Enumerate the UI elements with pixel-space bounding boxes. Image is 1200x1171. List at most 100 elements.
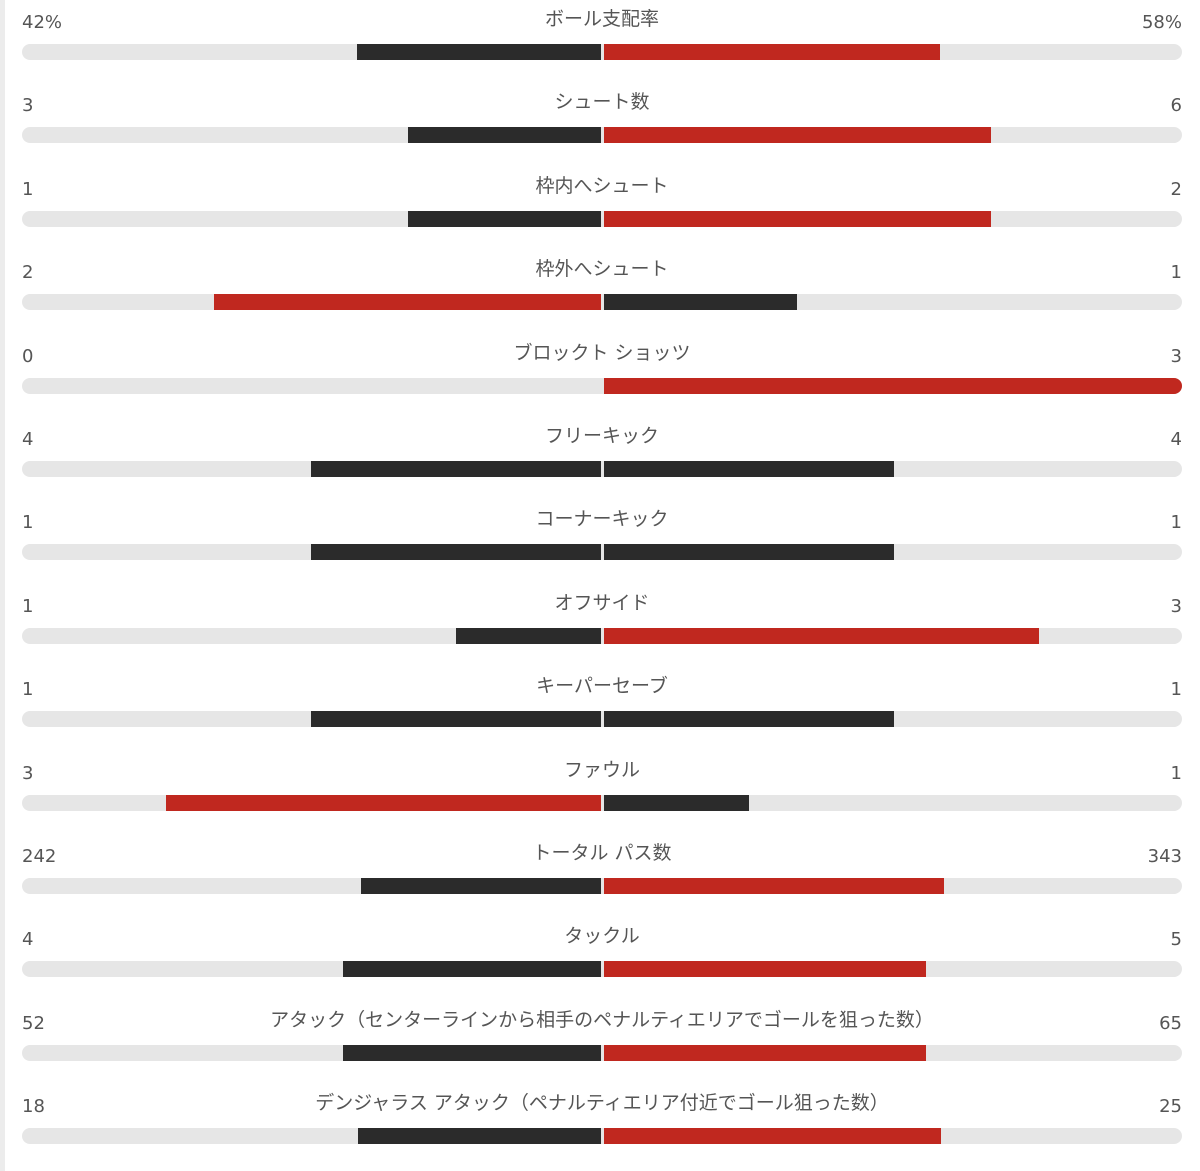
stat-label: ブロックト ショッツ bbox=[513, 341, 691, 364]
stat-label: 枠内へシュート bbox=[535, 174, 669, 197]
stat-label: デンジャラス アタック（ペナルティエリア付近でゴール狙った数） bbox=[315, 1092, 889, 1115]
away-bar bbox=[604, 377, 1182, 394]
home-bar bbox=[343, 1044, 601, 1061]
stat-row-possession: 42% ボール支配率 58% bbox=[22, 0, 1182, 83]
stat-header: 42% ボール支配率 58% bbox=[22, 6, 1182, 36]
stat-label: キーパーセーブ bbox=[536, 675, 668, 698]
away-value: 1 bbox=[1170, 512, 1182, 534]
stat-bar-track bbox=[22, 460, 1182, 477]
stat-header: 3 ファウル 1 bbox=[22, 757, 1182, 787]
away-bar bbox=[604, 1128, 941, 1145]
home-value: 4 bbox=[22, 428, 34, 450]
away-value: 58% bbox=[1141, 12, 1182, 33]
home-value: 3 bbox=[22, 95, 34, 117]
home-value: 2 bbox=[22, 262, 34, 284]
away-bar bbox=[604, 711, 894, 728]
stat-row-attacks: 52 アタック（センターラインから相手のペナルティエリアでゴールを狙った数） 6… bbox=[22, 1001, 1182, 1084]
stat-bar-track bbox=[22, 627, 1182, 644]
away-bar bbox=[604, 544, 894, 561]
away-value: 4 bbox=[1170, 428, 1182, 450]
home-value: 242 bbox=[22, 845, 57, 867]
stat-header: 3 シュート数 6 bbox=[22, 89, 1182, 119]
stat-row-free-kicks: 4 フリーキック 4 bbox=[22, 417, 1182, 500]
away-bar bbox=[604, 627, 1039, 644]
away-value: 1 bbox=[1170, 262, 1182, 284]
stat-header: 1 キーパーセーブ 1 bbox=[22, 673, 1182, 703]
stat-row-shots-on-target: 1 枠内へシュート 2 bbox=[22, 167, 1182, 250]
stat-bar-track bbox=[22, 877, 1182, 894]
stat-row-goalkeeper-saves: 1 キーパーセーブ 1 bbox=[22, 667, 1182, 750]
away-bar bbox=[604, 294, 798, 311]
stat-row-total-passes: 242 トータル パス数 343 bbox=[22, 834, 1182, 917]
away-bar bbox=[604, 794, 749, 811]
away-value: 2 bbox=[1170, 178, 1182, 200]
home-bar bbox=[456, 627, 601, 644]
away-bar bbox=[604, 877, 944, 894]
stat-header: 1 オフサイド 3 bbox=[22, 590, 1182, 620]
away-value: 343 bbox=[1147, 845, 1182, 867]
away-value: 6 bbox=[1170, 95, 1182, 117]
home-value: 3 bbox=[22, 762, 34, 784]
stat-header: 18 デンジャラス アタック（ペナルティエリア付近でゴール狙った数） 25 bbox=[22, 1090, 1182, 1120]
stat-header: 52 アタック（センターラインから相手のペナルティエリアでゴールを狙った数） 6… bbox=[22, 1007, 1182, 1037]
stat-row-blocked-shots: 0 ブロックト ショッツ 3 bbox=[22, 334, 1182, 417]
home-bar bbox=[166, 794, 601, 811]
home-value: 42% bbox=[22, 12, 63, 33]
stat-header: 1 コーナーキック 1 bbox=[22, 506, 1182, 536]
stat-bar-track bbox=[22, 294, 1182, 311]
stat-label: トータル パス数 bbox=[532, 841, 672, 864]
home-value: 18 bbox=[22, 1096, 45, 1118]
home-value: 1 bbox=[22, 512, 34, 534]
stat-header: 242 トータル パス数 343 bbox=[22, 840, 1182, 870]
away-value: 3 bbox=[1170, 595, 1182, 617]
away-value: 1 bbox=[1170, 679, 1182, 701]
away-bar bbox=[604, 127, 991, 144]
stat-header: 0 ブロックト ショッツ 3 bbox=[22, 340, 1182, 370]
stat-bar-track bbox=[22, 44, 1182, 60]
stat-row-shots: 3 シュート数 6 bbox=[22, 83, 1182, 166]
stat-row-fouls: 3 ファウル 1 bbox=[22, 751, 1182, 834]
away-value: 3 bbox=[1170, 345, 1182, 367]
stat-row-corner-kicks: 1 コーナーキック 1 bbox=[22, 500, 1182, 583]
home-bar bbox=[357, 1128, 601, 1145]
home-bar bbox=[311, 711, 601, 728]
stat-label: タックル bbox=[564, 925, 640, 948]
home-value: 1 bbox=[22, 679, 34, 701]
stat-row-shots-off-target: 2 枠外へシュート 1 bbox=[22, 250, 1182, 333]
away-bar bbox=[604, 961, 927, 978]
stat-bar-track bbox=[22, 794, 1182, 811]
home-bar bbox=[360, 877, 601, 894]
home-value: 0 bbox=[22, 345, 34, 367]
away-bar bbox=[604, 44, 941, 60]
stat-header: 4 タックル 5 bbox=[22, 923, 1182, 953]
stat-label: アタック（センターラインから相手のペナルティエリアでゴールを狙った数） bbox=[270, 1008, 934, 1031]
left-edge-border bbox=[0, 0, 5, 1171]
stat-bar-track bbox=[22, 544, 1182, 561]
home-value: 1 bbox=[22, 595, 34, 617]
stat-bar-track bbox=[22, 711, 1182, 728]
stat-label: フリーキック bbox=[544, 424, 659, 447]
stat-header: 1 枠内へシュート 2 bbox=[22, 173, 1182, 203]
home-bar bbox=[214, 294, 601, 311]
home-value: 4 bbox=[22, 929, 34, 951]
stat-row-offsides: 1 オフサイド 3 bbox=[22, 584, 1182, 667]
stat-row-dangerous-attacks: 18 デンジャラス アタック（ペナルティエリア付近でゴール狙った数） 25 bbox=[22, 1084, 1182, 1167]
stat-header: 4 フリーキック 4 bbox=[22, 423, 1182, 453]
away-bar bbox=[604, 460, 894, 477]
stat-row-tackles: 4 タックル 5 bbox=[22, 917, 1182, 1000]
home-bar bbox=[407, 127, 601, 144]
away-value: 65 bbox=[1159, 1012, 1182, 1034]
stat-bar-track bbox=[22, 127, 1182, 144]
home-bar bbox=[343, 961, 601, 978]
stat-label: シュート数 bbox=[554, 91, 650, 114]
stat-bar-track bbox=[22, 1044, 1182, 1061]
away-value: 5 bbox=[1170, 929, 1182, 951]
home-bar bbox=[311, 460, 601, 477]
stat-header: 2 枠外へシュート 1 bbox=[22, 256, 1182, 286]
home-bar bbox=[407, 210, 601, 227]
away-bar bbox=[604, 1044, 927, 1061]
stat-label: ボール支配率 bbox=[544, 8, 659, 30]
home-bar bbox=[311, 544, 601, 561]
away-bar bbox=[604, 210, 991, 227]
away-value: 25 bbox=[1159, 1096, 1182, 1118]
